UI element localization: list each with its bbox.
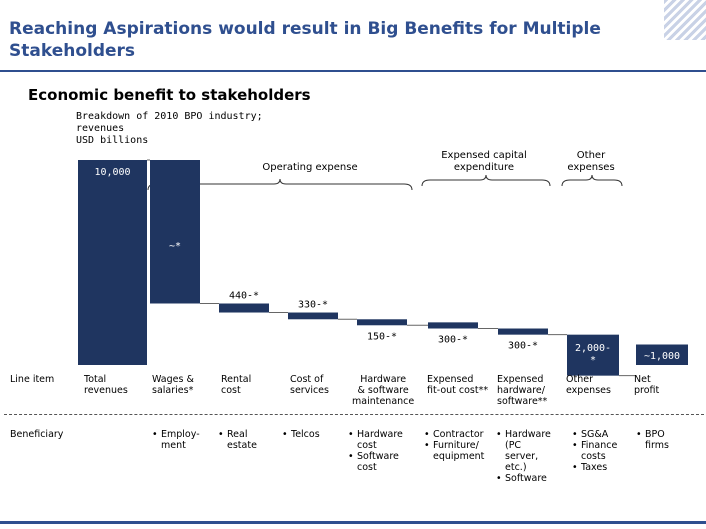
beneficiary-item: Telcos — [282, 429, 320, 440]
category-label-2: Rental cost — [221, 374, 252, 396]
beneficiary-group-4: Hardware costSoftware cost — [348, 429, 403, 473]
row-header-beneficiary: Beneficiary — [10, 429, 64, 440]
page-title: Reaching Aspirations would result in Big… — [9, 19, 601, 61]
bar-4 — [357, 319, 407, 326]
beneficiary-item: Employ- ment — [152, 429, 200, 451]
category-label-6: Expensed hardware/ software** — [497, 374, 548, 407]
group-label-operating: Operating expense — [262, 162, 358, 173]
beneficiary-item: Software — [496, 473, 551, 484]
chart-data-labels: 10,000 ~* 440-* 330-* 150-* 300-* 300-* 2,000-*… — [94, 167, 680, 366]
data-label-8: ~1,000 — [644, 351, 680, 362]
beneficiary-group-7: SG&AFinance costsTaxes — [572, 429, 617, 473]
chart-breakdown-note: Breakdown of 2010 BPO industry; revenues… — [76, 111, 263, 146]
beneficiary-item: Hardware (PC server, etc.) — [496, 429, 551, 473]
bar-8 — [636, 344, 688, 365]
category-label-5: Expensed fit-out cost** — [427, 374, 489, 396]
data-label-0: 10,000 — [94, 167, 130, 178]
category-label-7: Other expenses — [566, 374, 611, 396]
bar-0 — [78, 160, 147, 365]
category-label-1: Wages & salaries* — [152, 374, 194, 396]
group-braces — [147, 174, 623, 191]
beneficiary-item: SG&A — [572, 429, 617, 440]
beneficiary-item: Taxes — [572, 462, 617, 473]
category-label-8: Net profit — [634, 374, 660, 396]
bar-7 — [567, 334, 619, 376]
footer-divider — [0, 521, 706, 524]
row-header-line-item: Line item — [10, 374, 55, 385]
category-label-0: Total revenues — [84, 374, 128, 396]
data-label-2: 440-* — [229, 291, 259, 302]
beneficiary-item: Real estate — [218, 429, 257, 451]
beneficiary-item: Finance costs — [572, 440, 617, 462]
bar-1 — [150, 160, 200, 304]
data-label-3: 330-* — [298, 300, 328, 311]
beneficiary-group-2: Real estate — [218, 429, 257, 451]
beneficiary-item: BPO firms — [636, 429, 669, 451]
logo — [664, 0, 706, 40]
beneficiary-item: Furniture/ equipment — [424, 440, 484, 462]
bar-3 — [288, 312, 338, 320]
bar-2 — [219, 303, 269, 313]
beneficiary-group-6: Hardware (PC server, etc.)Software — [496, 429, 551, 484]
data-label-7: 2,000-* — [575, 343, 611, 366]
chart-bars — [78, 159, 688, 377]
beneficiary-group-8: BPO firms — [636, 429, 669, 451]
category-label-3: Cost of services — [290, 374, 329, 396]
data-label-5: 300-* — [438, 335, 468, 346]
group-label-other: Other expenses — [567, 150, 615, 173]
bar-5 — [428, 322, 478, 329]
chart-subtitle: Economic benefit to stakeholders — [28, 86, 311, 104]
brace-other — [561, 174, 623, 187]
beneficiary-group-1: Employ- ment — [152, 429, 200, 451]
data-label-6: 300-* — [508, 341, 538, 352]
category-label-4: Hardware & software maintenance — [352, 374, 415, 407]
beneficiary-item: Hardware cost — [348, 429, 403, 451]
beneficiary-item: Contractor — [424, 429, 484, 440]
beneficiary-group-5: ContractorFurniture/ equipment — [424, 429, 484, 462]
beneficiary-item: Software cost — [348, 451, 403, 473]
group-label-capex: Expensed capital expenditure — [441, 150, 527, 173]
bar-6 — [498, 328, 548, 335]
beneficiary-group-3: Telcos — [282, 429, 320, 440]
data-label-4: 150-* — [367, 331, 397, 342]
row-divider — [4, 414, 704, 415]
brace-capex — [421, 174, 551, 187]
data-label-1: ~* — [169, 241, 181, 252]
title-divider — [0, 70, 706, 72]
